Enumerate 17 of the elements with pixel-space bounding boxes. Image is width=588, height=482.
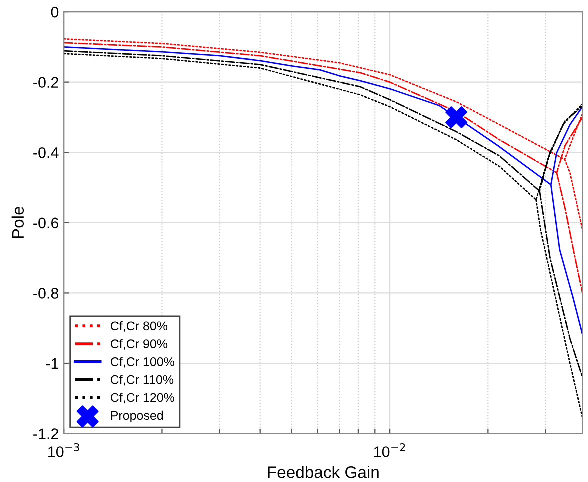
legend-label: Cf,Cr 100%: [110, 357, 175, 368]
legend-label: Proposed: [111, 410, 164, 423]
x-tick-label: 10$^{−3}$: [48, 443, 80, 458]
y-tick-label: -0.6: [34, 218, 59, 229]
y-tick-label: 0: [51, 6, 59, 18]
legend-label: Cf,Cr 80%: [110, 321, 168, 332]
y-tick-label: -0.4: [34, 148, 59, 158]
x-axis-title: Feedback Gain: [268, 466, 379, 478]
y-axis-title: Pole: [12, 206, 24, 238]
legend-label: Cf,Cr 120%: [110, 393, 175, 404]
y-tick-label: -0.2: [34, 77, 58, 88]
legend-label: Cf,Cr 90%: [110, 339, 168, 350]
x-tick-label: 10$^{−2}$: [374, 443, 406, 458]
y-tick-label: -0.8: [34, 288, 59, 299]
y-tick-label: -1: [46, 358, 58, 370]
y-tick-label: -1.2: [34, 428, 58, 440]
legend-label: Cf,Cr 110%: [110, 375, 174, 386]
